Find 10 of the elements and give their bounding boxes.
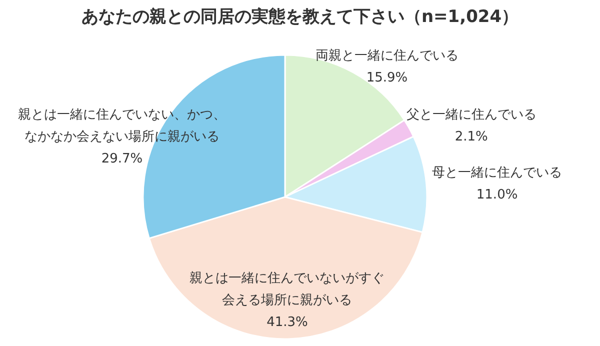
chart-title: あなたの親との同居の実態を教えて下さい（n=1,024） — [81, 7, 519, 27]
data-label: 15.9% — [366, 70, 408, 86]
data-label: 29.7% — [101, 152, 143, 167]
slice-label: 母と一緒に住んでいる — [432, 166, 562, 181]
data-label: 11.0% — [476, 188, 518, 203]
slice-label: 親とは一緒に住んでいないがすぐ会える場所に親がいる — [190, 270, 385, 308]
data-label: 2.1% — [454, 129, 488, 144]
data-label: 41.3% — [266, 314, 308, 330]
slice-label: 父と一緒に住んでいる — [406, 107, 536, 122]
slice-label: 両親と一緒に住んでいる — [316, 48, 459, 64]
